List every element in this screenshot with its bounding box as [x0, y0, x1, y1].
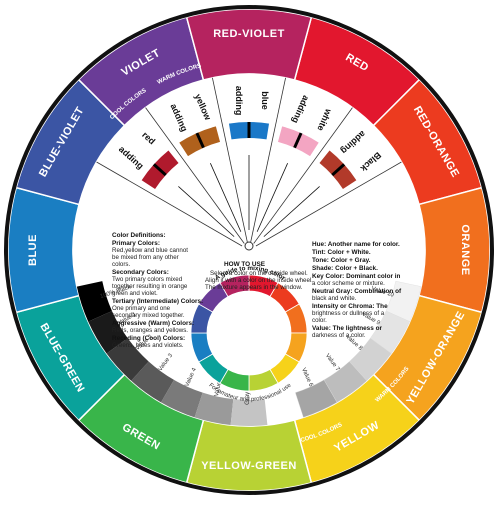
pointer-arrow: [209, 163, 242, 232]
definition-text: Greens, blues and violets.: [112, 342, 184, 349]
definition-term: Receding (Cool) Colors:: [112, 335, 185, 342]
definition-text: together resulting in orange: [112, 283, 188, 290]
ring-label-orange: ORANGE: [459, 224, 471, 275]
definition-term: Tertiary (Intermediate) Colors:: [112, 298, 203, 305]
right-definition: black and white.: [312, 295, 357, 302]
window-divider: [250, 77, 286, 243]
gray-swatch-left: [230, 399, 268, 427]
right-definition: darkness of a color.: [312, 332, 366, 339]
definitions-heading: Color Definitions:: [112, 232, 166, 239]
window-divider: [212, 77, 248, 243]
inner-mini-wheel[interactable]: [190, 274, 308, 392]
definition-term: Secondary Colors:: [112, 269, 169, 276]
inner-wheel-center: [207, 291, 291, 375]
window-marker: [195, 132, 205, 149]
ring-segment-red-violet[interactable]: [185, 8, 313, 81]
outer-rim: [4, 5, 494, 495]
window-marker: [331, 163, 346, 177]
right-definition: Hue: Another name for color.: [312, 241, 400, 248]
definition-text: secondary mixed together.: [112, 312, 185, 319]
definition-term: Aggressive (Warm) Colors:: [112, 320, 194, 327]
pointer-arrow: [178, 186, 235, 237]
definition-text: One primary and one: [112, 305, 171, 312]
right-definition: Intensity or Chroma: The: [312, 303, 388, 310]
how-to-use-line-1: Select a color on the outside wheel.: [210, 270, 308, 277]
ring-segment-blue[interactable]: [7, 186, 80, 314]
gray-swatch-left: [161, 379, 203, 418]
window-marker: [152, 163, 167, 177]
gray-swatch-left: [131, 361, 174, 403]
right-definition: color.: [312, 317, 327, 324]
definition-text: green and violet.: [112, 290, 158, 297]
ring-segment-orange[interactable]: [418, 186, 491, 314]
ring-label-red-violet: RED-VIOLET: [213, 28, 285, 40]
window-divider: [253, 107, 353, 244]
definition-text: Two primary colors mixed: [112, 276, 183, 283]
right-definition: brightness or dullness of a: [312, 310, 385, 317]
right-definition: Tint: Color + White.: [312, 249, 371, 256]
gray-swatch-left: [76, 281, 112, 322]
how-to-use-line-3: The mixture appears in the window.: [205, 284, 303, 291]
right-definition: Tone: Color + Gray.: [312, 257, 371, 264]
pivot-rivet: [244, 241, 254, 251]
window-divider: [255, 161, 402, 247]
adding-color: blue: [260, 91, 270, 110]
gray-swatch-left: [194, 392, 234, 426]
gray-swatch-left: [88, 311, 128, 354]
definition-text: be mixed from any other: [112, 254, 179, 261]
ring-label-yellow-green: YELLOW-GREEN: [201, 460, 297, 472]
color-definitions-left: Color Definitions:Primary Colors:Red,yel…: [112, 232, 203, 349]
right-definition: Shade: Color + Black.: [312, 265, 378, 272]
definition-text: Red,yellow and blue cannot: [112, 247, 188, 254]
pointer-arrow: [263, 186, 320, 237]
gray-swatch-right: [295, 379, 338, 418]
pointer-arrow: [256, 163, 289, 232]
right-definition: a color scheme or mixture.: [312, 280, 385, 287]
definition-text: colors.: [112, 261, 131, 268]
gray-swatch-left: [106, 338, 149, 381]
definition-text: Reds, oranges and yellows.: [112, 327, 188, 334]
right-definition: Value: The lightness or: [312, 325, 382, 332]
ring-segment-yellow-green[interactable]: [185, 419, 313, 492]
right-definition: Key Color: Dominant color in: [312, 273, 401, 280]
adding-word: adding: [234, 86, 244, 116]
how-to-use-title: HOW TO USE: [224, 261, 266, 268]
ring-label-blue: BLUE: [27, 234, 39, 266]
right-definition: Neutral Gray: Combination of: [312, 288, 402, 295]
window-divider: [145, 107, 245, 244]
definition-term: Primary Colors:: [112, 240, 160, 247]
outer-color-ring[interactable]: [7, 8, 491, 492]
value-label-left: Value 5: [214, 376, 224, 397]
how-to-use-line-2: Align it with a color on the inside whee…: [205, 277, 313, 284]
window-marker: [293, 132, 303, 149]
color-definitions-right: Hue: Another name for color.Tint: Color …: [312, 241, 402, 339]
window-divider: [96, 161, 243, 247]
